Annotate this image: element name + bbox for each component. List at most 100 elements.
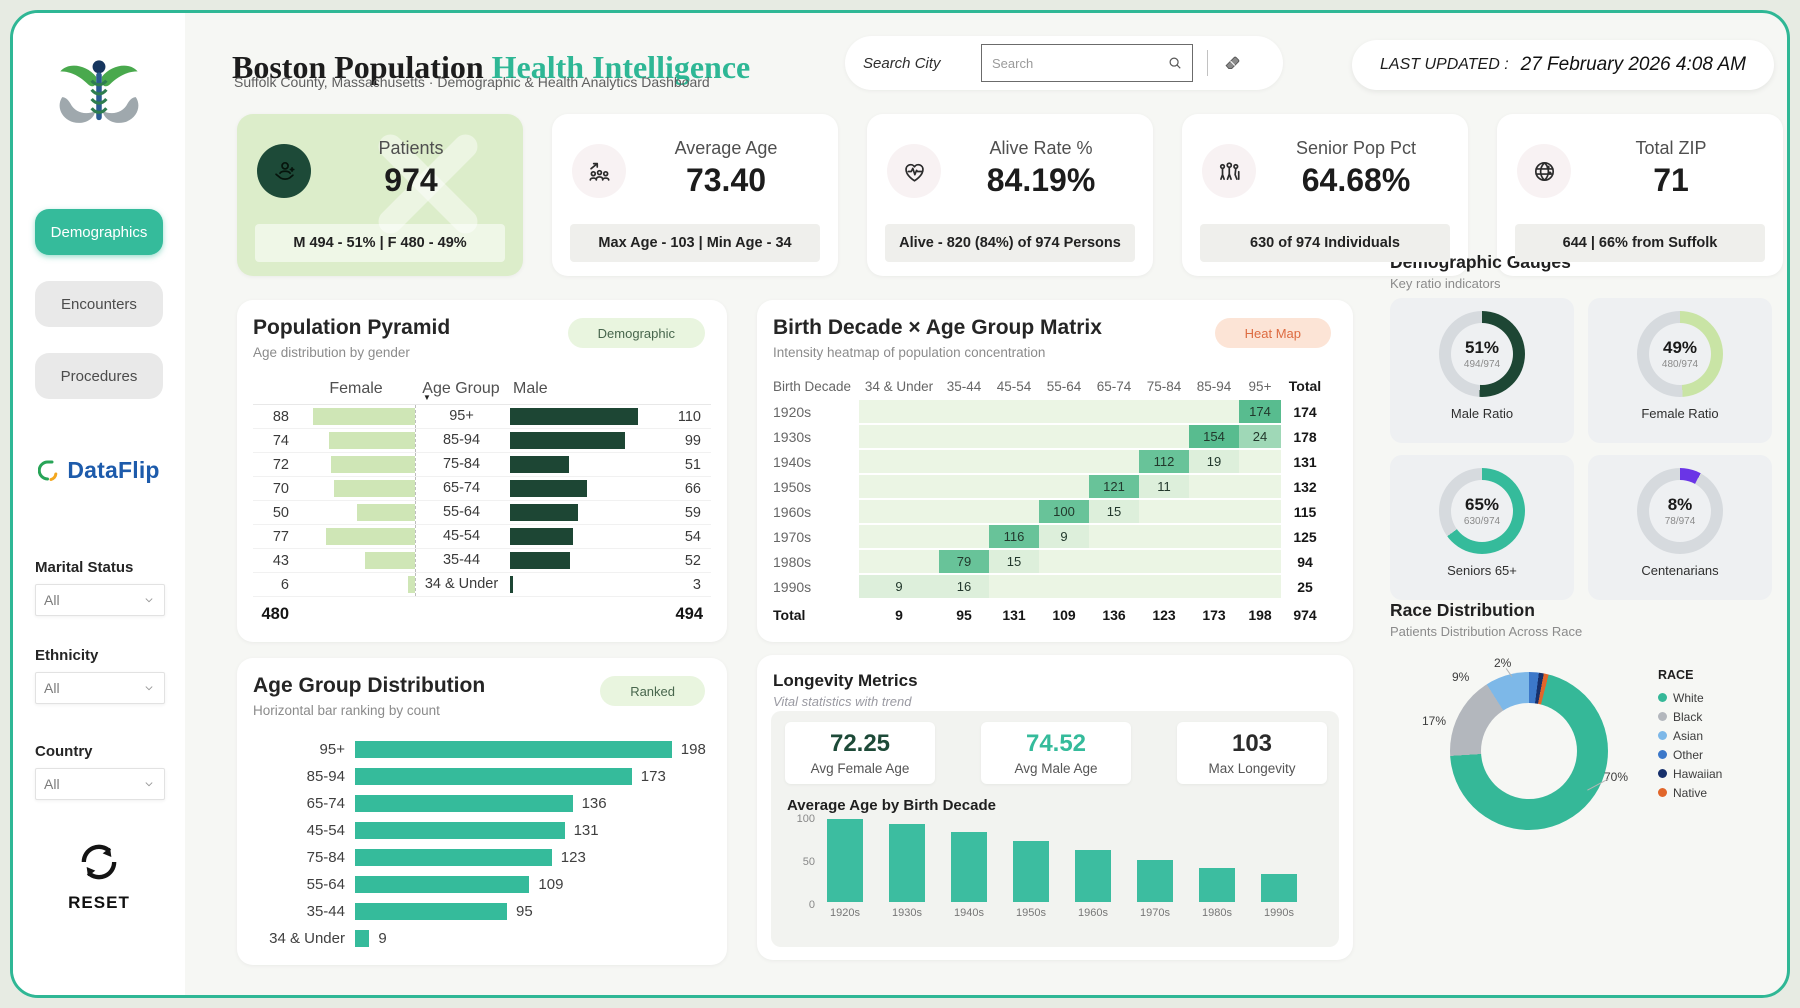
heat-cell-empty[interactable] [1239,475,1281,498]
race-donut-chart[interactable] [1450,672,1608,830]
heat-cell-empty[interactable] [1139,400,1189,423]
heat-cell[interactable]: 24 [1239,425,1281,448]
heat-cell-empty[interactable] [1239,550,1281,573]
sidebar-item-demographics[interactable]: Demographics [35,209,163,255]
heat-cell-empty[interactable] [859,425,939,448]
legend-item-other[interactable]: Other [1658,745,1722,764]
heat-cell-empty[interactable] [1239,500,1281,523]
heat-cell-empty[interactable] [859,550,939,573]
matrix-column-header[interactable]: 45-54 [996,378,1032,394]
legend-item-native[interactable]: Native [1658,783,1722,802]
count-bar[interactable] [355,930,370,947]
count-bar[interactable] [355,768,632,785]
female-bar[interactable] [408,576,415,593]
heat-cell-empty[interactable] [859,525,939,548]
heat-cell-empty[interactable] [1239,450,1281,473]
legend-item-asian[interactable]: Asian [1658,726,1722,745]
avg-age-bar[interactable] [827,819,863,902]
count-bar[interactable] [355,903,507,920]
eraser-icon[interactable] [1222,52,1244,74]
female-bar[interactable] [365,552,415,569]
heat-cell-empty[interactable] [859,500,939,523]
heat-cell-empty[interactable] [989,400,1039,423]
heat-cell-empty[interactable] [1139,425,1189,448]
matrix-column-header[interactable]: 95+ [1248,378,1272,394]
heat-cell-empty[interactable] [1089,450,1139,473]
heat-cell-empty[interactable] [1039,425,1089,448]
heat-cell[interactable]: 116 [989,525,1039,548]
heat-cell-empty[interactable] [1089,550,1139,573]
search-input[interactable] [990,54,1166,72]
heat-cell[interactable]: 19 [1189,450,1239,473]
matrix-column-header[interactable]: 65-74 [1096,378,1132,394]
heat-cell-empty[interactable] [1089,425,1139,448]
heat-cell-empty[interactable] [859,450,939,473]
heat-cell-empty[interactable] [989,425,1039,448]
heat-cell-empty[interactable] [1139,575,1189,598]
female-bar[interactable] [333,480,415,497]
matrix-column-header[interactable]: 34 & Under [864,378,934,394]
male-bar[interactable] [510,576,514,593]
heat-cell-empty[interactable] [989,475,1039,498]
legend-item-black[interactable]: Black [1658,707,1722,726]
count-bar[interactable] [355,876,530,893]
heat-cell-empty[interactable] [1189,400,1239,423]
male-bar[interactable] [510,504,579,521]
heat-cell-empty[interactable] [1239,525,1281,548]
heat-cell-empty[interactable] [1189,550,1239,573]
reset-button[interactable]: RESET [13,835,185,914]
heat-cell[interactable]: 9 [1039,525,1089,548]
female-bar[interactable] [325,528,415,545]
heat-cell-empty[interactable] [859,475,939,498]
avg-age-bar[interactable] [951,831,987,902]
count-bar[interactable] [355,822,565,839]
heat-cell-empty[interactable] [1189,475,1239,498]
heat-cell[interactable]: 16 [939,575,989,598]
legend-item-white[interactable]: White [1658,688,1722,707]
heat-cell-empty[interactable] [939,450,989,473]
heat-cell[interactable]: 112 [1139,450,1189,473]
count-bar[interactable] [355,849,552,866]
avg-age-bar[interactable] [1199,868,1235,902]
heat-cell-empty[interactable] [1039,575,1089,598]
matrix-column-header[interactable]: 75-84 [1146,378,1182,394]
heat-cell-empty[interactable] [1089,525,1139,548]
heat-cell[interactable]: 100 [1039,500,1089,523]
female-column-header[interactable]: Female [329,380,383,397]
heat-cell-empty[interactable] [1189,575,1239,598]
avg-age-bar[interactable] [1075,849,1111,902]
heat-cell-empty[interactable] [1189,500,1239,523]
male-bar[interactable] [510,552,571,569]
heat-cell[interactable]: 154 [1189,425,1239,448]
heat-cell-empty[interactable] [1039,450,1089,473]
heat-cell-empty[interactable] [1089,575,1139,598]
matrix-column-header[interactable]: 55-64 [1046,378,1082,394]
heat-cell-empty[interactable] [1089,400,1139,423]
heat-cell-empty[interactable] [989,450,1039,473]
heat-cell[interactable]: 11 [1139,475,1189,498]
male-bar[interactable] [510,408,638,425]
ethnicity-select[interactable]: All [35,672,165,704]
male-bar[interactable] [510,456,570,473]
matrix-column-header[interactable]: 35-44 [946,378,982,394]
heat-cell-empty[interactable] [989,500,1039,523]
legend-item-hawaiian[interactable]: Hawaiian [1658,764,1722,783]
sidebar-item-procedures[interactable]: Procedures [35,353,163,399]
heat-cell[interactable]: 15 [1089,500,1139,523]
heat-cell-empty[interactable] [859,400,939,423]
heat-cell-empty[interactable] [939,500,989,523]
heat-cell-empty[interactable] [1039,550,1089,573]
country-select[interactable]: All [35,768,165,800]
heat-cell-empty[interactable] [939,525,989,548]
heat-cell-empty[interactable] [1139,500,1189,523]
heat-cell[interactable]: 9 [859,575,939,598]
male-bar[interactable] [510,528,573,545]
heat-cell-empty[interactable] [1039,475,1089,498]
heat-cell-empty[interactable] [1189,525,1239,548]
count-bar[interactable] [355,795,573,812]
age-group-column-header[interactable]: Age Group ▼ [422,380,500,402]
heat-cell[interactable]: 121 [1089,475,1139,498]
female-bar[interactable] [329,432,415,449]
avg-age-bar[interactable] [1137,860,1173,902]
avg-age-bar[interactable] [1013,840,1049,902]
